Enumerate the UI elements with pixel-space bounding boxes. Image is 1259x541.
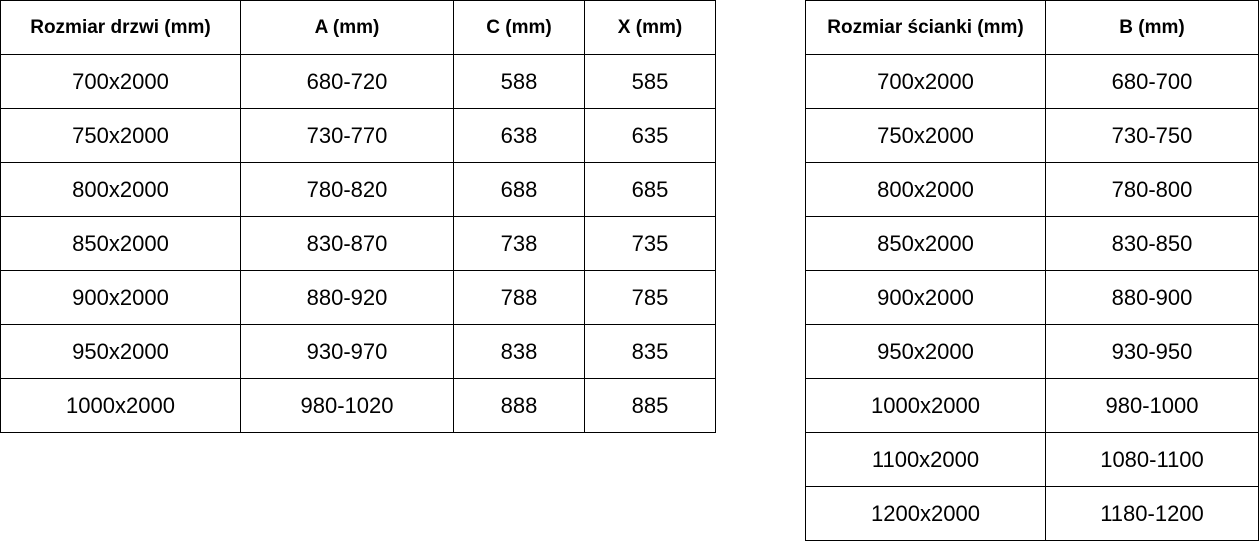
header-row: Rozmiar ścianki (mm) B (mm) (805, 0, 1259, 55)
table-cell: 730-750 (1045, 108, 1259, 163)
table-cell: 885 (584, 378, 716, 433)
table-cell: 735 (584, 216, 716, 271)
table-cell: 835 (584, 324, 716, 379)
table-cell: 1080-1100 (1045, 432, 1259, 487)
table-cell: 1180-1200 (1045, 486, 1259, 541)
column-header: A (mm) (240, 0, 454, 55)
table-cell: 800x2000 (0, 162, 241, 217)
header-row: Rozmiar drzwi (mm) A (mm) C (mm) X (mm) (0, 0, 716, 55)
table-cell: 1000x2000 (0, 378, 241, 433)
table-cell: 900x2000 (805, 270, 1046, 325)
table-row: 750x2000 730-750 (805, 108, 1259, 163)
table-cell: 850x2000 (805, 216, 1046, 271)
table-cell: 850x2000 (0, 216, 241, 271)
table-cell: 1200x2000 (805, 486, 1046, 541)
table-cell: 930-950 (1045, 324, 1259, 379)
table-row: 700x2000 680-720 588 585 (0, 54, 716, 109)
table-cell: 738 (453, 216, 585, 271)
table-cell: 588 (453, 54, 585, 109)
table-row: 1000x2000 980-1020 888 885 (0, 378, 716, 433)
table-row: 900x2000 880-900 (805, 270, 1259, 325)
column-header: Rozmiar ścianki (mm) (805, 0, 1046, 55)
table-cell: 730-770 (240, 108, 454, 163)
table-cell: 750x2000 (0, 108, 241, 163)
table-cell: 950x2000 (805, 324, 1046, 379)
table-row: 850x2000 830-870 738 735 (0, 216, 716, 271)
table-cell: 830-870 (240, 216, 454, 271)
table-cell: 950x2000 (0, 324, 241, 379)
table-cell: 930-970 (240, 324, 454, 379)
table-cell: 750x2000 (805, 108, 1046, 163)
table-cell: 900x2000 (0, 270, 241, 325)
table-cell: 980-1020 (240, 378, 454, 433)
table-cell: 880-900 (1045, 270, 1259, 325)
table-cell: 1100x2000 (805, 432, 1046, 487)
column-header: C (mm) (453, 0, 585, 55)
table-row: 700x2000 680-700 (805, 54, 1259, 109)
table-cell: 888 (453, 378, 585, 433)
table-cell: 830-850 (1045, 216, 1259, 271)
column-header: B (mm) (1045, 0, 1259, 55)
table-row: 750x2000 730-770 638 635 (0, 108, 716, 163)
table-row: 850x2000 830-850 (805, 216, 1259, 271)
table-row: 800x2000 780-800 (805, 162, 1259, 217)
table-cell: 635 (584, 108, 716, 163)
table-cell: 980-1000 (1045, 378, 1259, 433)
table-cell: 838 (453, 324, 585, 379)
table-cell: 780-800 (1045, 162, 1259, 217)
table-cell: 638 (453, 108, 585, 163)
table-cell: 688 (453, 162, 585, 217)
table-row: 1100x2000 1080-1100 (805, 432, 1259, 487)
table-cell: 785 (584, 270, 716, 325)
door-size-table: Rozmiar drzwi (mm) A (mm) C (mm) X (mm) 700… (0, 0, 716, 433)
table-row: 1000x2000 980-1000 (805, 378, 1259, 433)
table-row: 900x2000 880-920 788 785 (0, 270, 716, 325)
column-header: X (mm) (584, 0, 716, 55)
table-cell: 685 (584, 162, 716, 217)
table-row: 950x2000 930-970 838 835 (0, 324, 716, 379)
table-cell: 1000x2000 (805, 378, 1046, 433)
table-row: 800x2000 780-820 688 685 (0, 162, 716, 217)
table-cell: 800x2000 (805, 162, 1046, 217)
table-cell: 788 (453, 270, 585, 325)
table-row: 1200x2000 1180-1200 (805, 486, 1259, 541)
wall-size-table: Rozmiar ścianki (mm) B (mm) 700x2000 680-7… (805, 0, 1259, 541)
table-cell: 700x2000 (0, 54, 241, 109)
table-cell: 680-700 (1045, 54, 1259, 109)
table-cell: 680-720 (240, 54, 454, 109)
table-cell: 880-920 (240, 270, 454, 325)
table-row: 950x2000 930-950 (805, 324, 1259, 379)
column-header: Rozmiar drzwi (mm) (0, 0, 241, 55)
table-cell: 700x2000 (805, 54, 1046, 109)
table-cell: 585 (584, 54, 716, 109)
table-cell: 780-820 (240, 162, 454, 217)
